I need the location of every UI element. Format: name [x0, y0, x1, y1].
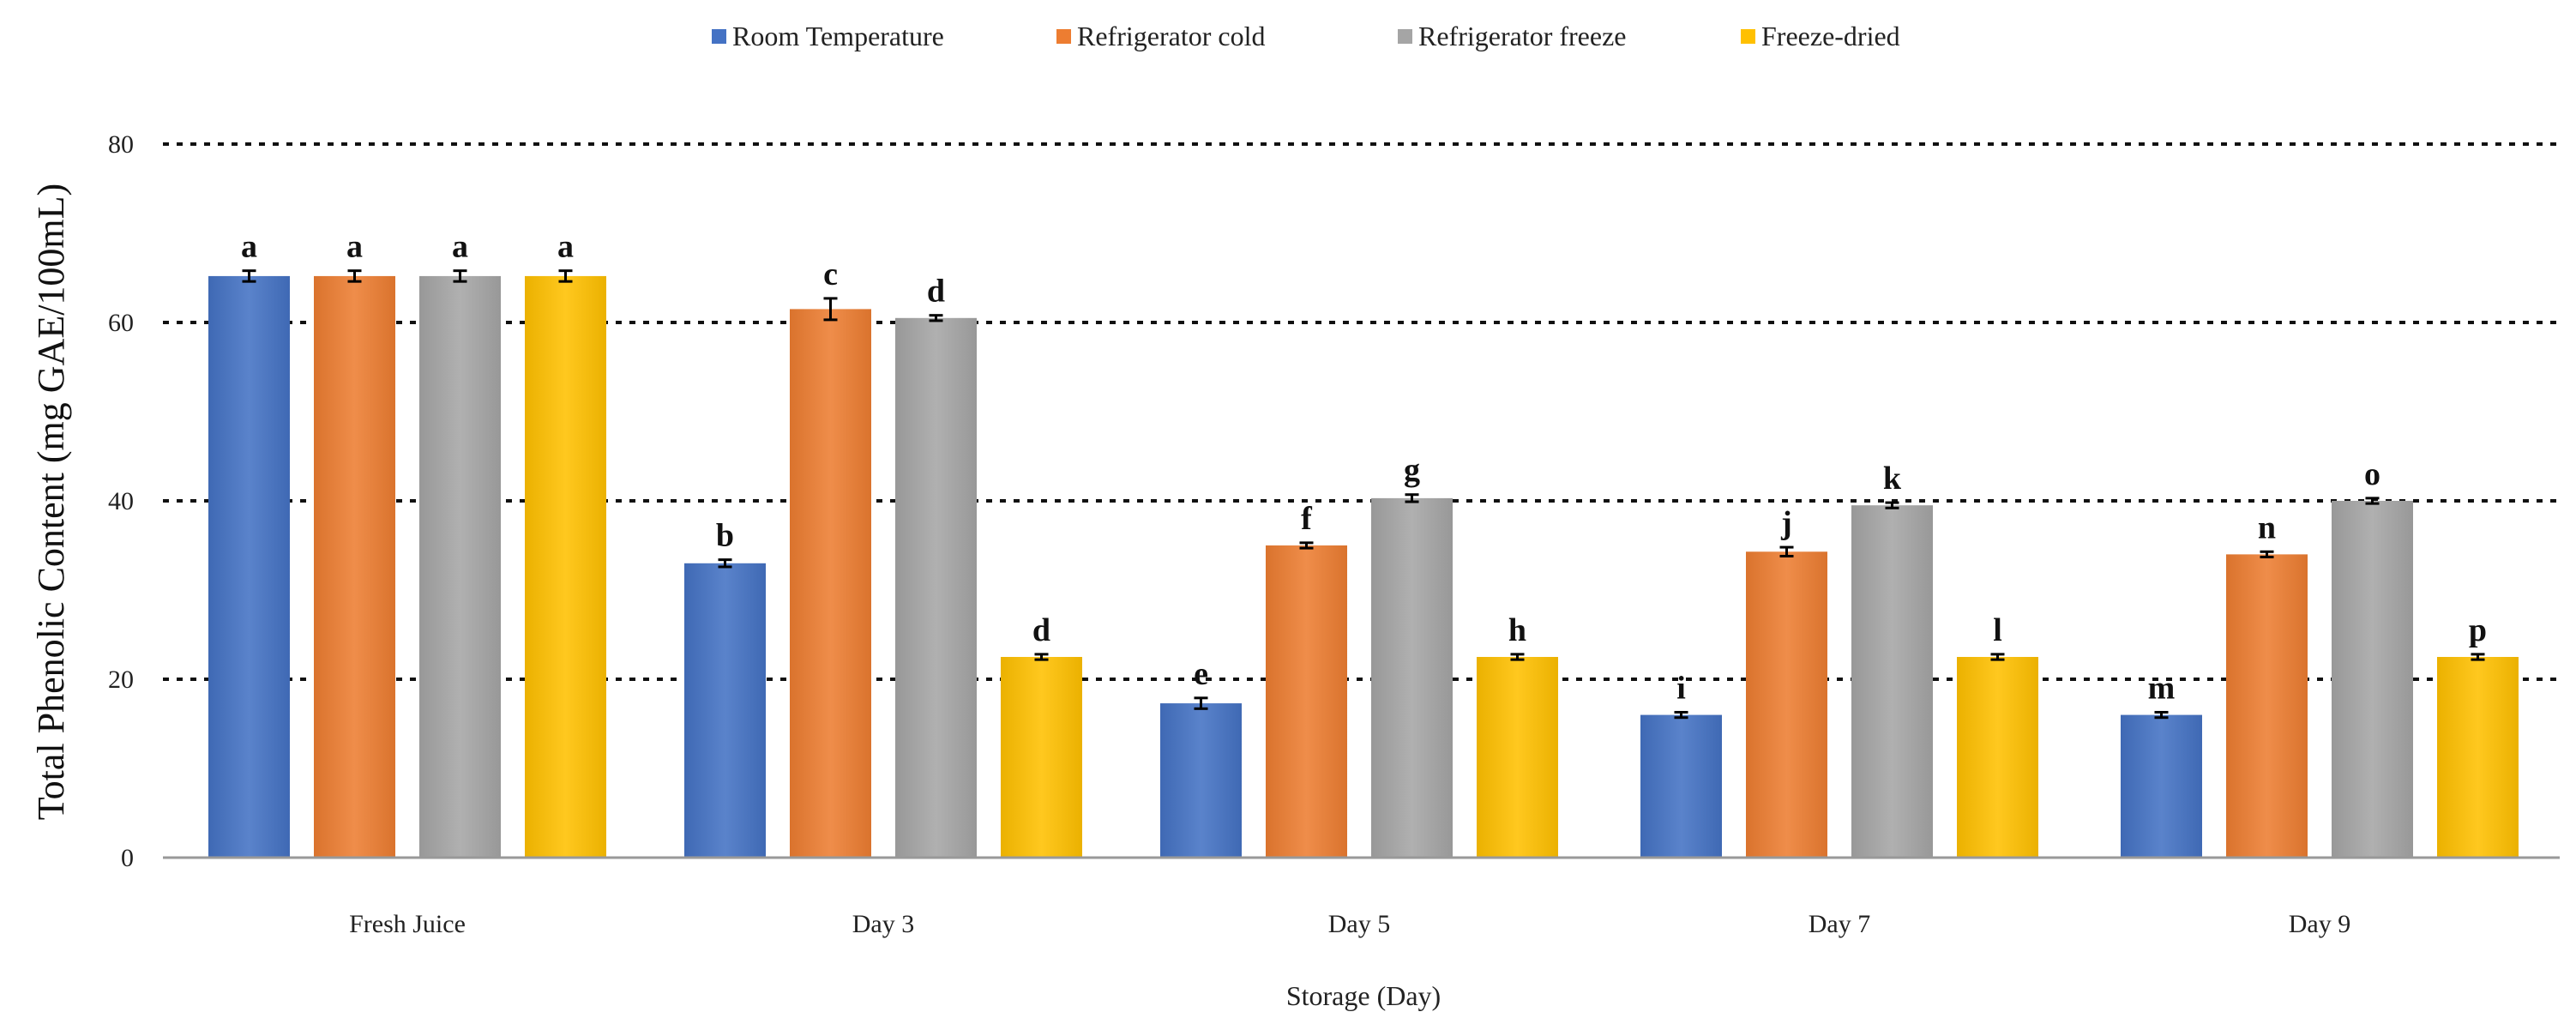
bar-room-temperature-day-3 — [684, 563, 766, 858]
bar-refrigerator-cold-day-7 — [1746, 551, 1827, 858]
bar-refrigerator-freeze-day-3 — [895, 317, 977, 858]
legend: Room Temperature Refrigerator cold Refrige… — [712, 21, 1900, 51]
sig-label-refrigerator-freeze-day-9: o — [2364, 456, 2380, 492]
gridlines — [163, 142, 2560, 681]
legend-label-refrigerator-cold: Refrigerator cold — [1077, 21, 1265, 51]
bar-refrigerator-cold-day-3 — [790, 309, 871, 858]
x-tick-label-day-3: Day 3 — [852, 910, 914, 938]
x-tick-label-day-5: Day 5 — [1328, 910, 1390, 938]
bar-refrigerator-freeze-day-9 — [2332, 501, 2413, 858]
sig-label-freeze-dried-day-9: p — [2469, 612, 2487, 648]
legend-label-refrigerator-freeze: Refrigerator freeze — [1418, 21, 1626, 51]
sig-label-room-temperature-fresh-juice: a — [241, 229, 257, 265]
legend-swatch-refrigerator-cold — [1056, 29, 1071, 44]
sig-label-refrigerator-cold-day-7: j — [1780, 505, 1792, 541]
bar-refrigerator-cold-day-9 — [2226, 554, 2308, 858]
bar-freeze-dried-day-3 — [1001, 657, 1082, 858]
sig-label-refrigerator-cold-day-5: f — [1301, 501, 1313, 537]
bar-refrigerator-freeze-fresh-juice — [419, 275, 501, 858]
legend-label-room-temperature: Room Temperature — [732, 21, 944, 51]
sig-label-refrigerator-freeze-day-3: d — [927, 274, 945, 310]
legend-swatch-room-temperature — [712, 29, 726, 44]
significance-labels: a a a a b c d d e f g h i j k l m n o p — [241, 229, 2487, 707]
bar-refrigerator-cold-day-5 — [1266, 545, 1347, 858]
sig-label-refrigerator-freeze-fresh-juice: a — [452, 229, 468, 265]
sig-label-room-temperature-day-7: i — [1676, 670, 1686, 706]
bar-refrigerator-freeze-day-7 — [1851, 505, 1933, 858]
y-tick-label-20: 20 — [108, 666, 134, 694]
legend-swatch-freeze-dried — [1741, 29, 1755, 44]
sig-label-refrigerator-cold-day-9: n — [2258, 509, 2276, 545]
y-tick-label-40: 40 — [108, 487, 134, 515]
x-tick-label-day-9: Day 9 — [2289, 910, 2350, 938]
y-axis-title: Total Phenolic Content (mg GAE/100mL) — [30, 184, 72, 820]
sig-label-room-temperature-day-3: b — [716, 518, 734, 554]
bar-freeze-dried-day-7 — [1957, 657, 2038, 858]
x-axis-ticks: Fresh Juice Day 3 Day 5 Day 7 Day 9 — [349, 910, 2350, 938]
x-tick-label-fresh-juice: Fresh Juice — [349, 910, 466, 938]
sig-label-freeze-dried-fresh-juice: a — [557, 229, 574, 265]
sig-label-room-temperature-day-5: e — [1194, 656, 1208, 692]
sig-label-refrigerator-cold-fresh-juice: a — [346, 229, 363, 265]
y-tick-label-60: 60 — [108, 309, 134, 337]
sig-label-freeze-dried-day-7: l — [1993, 612, 2002, 648]
sig-label-freeze-dried-day-5: h — [1508, 612, 1526, 648]
sig-label-freeze-dried-day-3: d — [1032, 612, 1050, 648]
sig-label-refrigerator-freeze-day-5: g — [1404, 453, 1420, 489]
x-axis-title: Storage (Day) — [1286, 980, 1441, 1011]
bar-freeze-dried-day-9 — [2437, 657, 2519, 858]
bar-room-temperature-day-7 — [1640, 714, 1722, 858]
y-axis-ticks: 0 20 40 60 80 — [108, 130, 134, 872]
bar-room-temperature-day-5 — [1160, 703, 1242, 858]
sig-label-refrigerator-freeze-day-7: k — [1883, 461, 1902, 497]
legend-swatch-refrigerator-freeze — [1398, 29, 1412, 44]
legend-label-freeze-dried: Freeze-dried — [1761, 21, 1900, 51]
sig-label-refrigerator-cold-day-3: c — [823, 256, 838, 292]
bar-room-temperature-fresh-juice — [208, 275, 290, 858]
y-tick-label-0: 0 — [121, 844, 134, 872]
bar-room-temperature-day-9 — [2121, 714, 2202, 858]
bar-refrigerator-freeze-day-5 — [1371, 497, 1453, 858]
sig-label-room-temperature-day-9: m — [2148, 670, 2176, 706]
bar-refrigerator-cold-fresh-juice — [314, 275, 395, 858]
bars — [208, 269, 2519, 858]
bar-freeze-dried-day-5 — [1477, 657, 1558, 858]
bar-freeze-dried-fresh-juice — [525, 275, 606, 858]
x-tick-label-day-7: Day 7 — [1809, 910, 1870, 938]
y-tick-label-80: 80 — [108, 130, 134, 159]
